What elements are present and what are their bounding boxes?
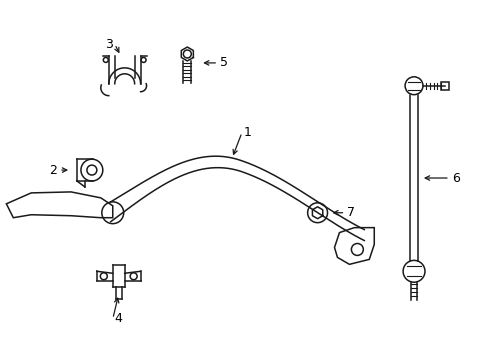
Text: 6: 6	[452, 171, 460, 185]
Text: 1: 1	[244, 126, 252, 139]
Text: 3: 3	[105, 37, 113, 50]
Text: 2: 2	[49, 163, 57, 176]
Text: 7: 7	[347, 206, 355, 219]
Text: 4: 4	[115, 312, 122, 325]
Text: 5: 5	[220, 57, 228, 69]
